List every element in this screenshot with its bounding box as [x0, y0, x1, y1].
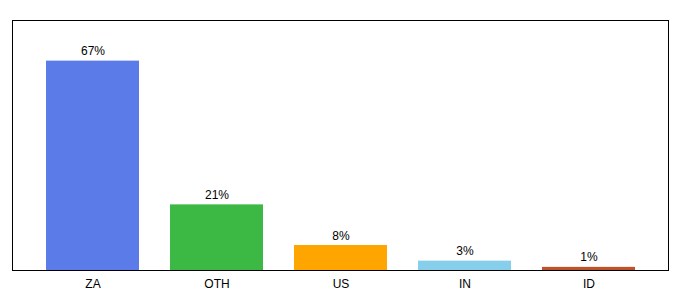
svg-text:67%: 67%: [81, 44, 105, 58]
svg-text:3%: 3%: [456, 244, 474, 258]
svg-text:ZA: ZA: [85, 277, 100, 291]
svg-text:US: US: [333, 277, 350, 291]
svg-text:ID: ID: [583, 277, 595, 291]
svg-text:8%: 8%: [332, 229, 350, 243]
svg-text:IN: IN: [459, 277, 471, 291]
svg-text:1%: 1%: [580, 250, 598, 264]
svg-text:21%: 21%: [205, 188, 229, 202]
svg-text:OTH: OTH: [204, 277, 229, 291]
